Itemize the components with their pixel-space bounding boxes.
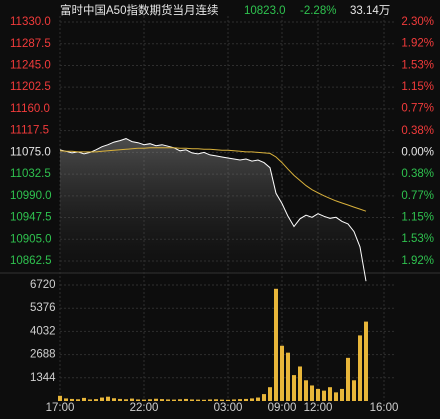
volume-bar	[64, 398, 68, 401]
volume-bar	[304, 380, 308, 401]
volume-bar	[220, 399, 224, 401]
y-tick-label: 11160.0	[10, 103, 50, 115]
volume-bar	[238, 399, 242, 401]
volume-bar	[268, 387, 272, 401]
volume-bar	[358, 335, 362, 401]
y2-tick-label: 0.00%	[401, 146, 434, 158]
volume-bar	[214, 399, 218, 401]
volume-bar	[58, 395, 62, 401]
y2-tick-label: 0.38%	[401, 125, 434, 137]
volume-bar	[100, 397, 104, 401]
volume-bar	[310, 385, 314, 401]
volume-bar	[178, 399, 182, 401]
y2-tick-label: 1.92%	[401, 255, 434, 267]
volume-bar	[226, 399, 230, 401]
volume-bar	[244, 398, 248, 401]
price-area	[60, 138, 366, 282]
volume-bar	[154, 398, 158, 401]
y2-tick-label: 0.77%	[401, 190, 434, 202]
volume-bar	[256, 397, 260, 401]
y-tick-label: 11330.0	[10, 16, 51, 28]
volume-bar	[364, 321, 368, 401]
volume-bar	[142, 399, 146, 401]
y2-tick-label: 1.92%	[401, 38, 434, 50]
y2-tick-label: 1.53%	[401, 60, 434, 72]
volume-bar	[208, 399, 212, 401]
volume-bar	[298, 366, 302, 401]
y2-tick-label: 0.38%	[401, 168, 434, 180]
volume-bar	[136, 399, 140, 401]
x-tick-label: 09:00	[268, 402, 297, 414]
change-pct: -2.28%	[300, 5, 336, 17]
volume-bar	[94, 399, 98, 401]
volume-bar	[286, 352, 290, 401]
y2-tick-label: 0.77%	[401, 103, 434, 115]
volume-bar	[340, 388, 344, 401]
volume-bar	[274, 288, 278, 401]
y-tick-label: 11075.0	[10, 146, 51, 158]
volume-tick-label: 1344	[30, 372, 56, 384]
volume-bar	[118, 398, 122, 401]
volume-tick-label: 6720	[30, 279, 56, 291]
series-line	[59, 147, 367, 212]
y2-tick-label: 1.53%	[401, 233, 434, 245]
y2-tick-label: 1.15%	[401, 81, 434, 93]
chart-title: 富时中国A50指数期货当月连续	[60, 3, 218, 17]
volume-bar	[166, 399, 170, 401]
volume-bar	[196, 399, 200, 401]
x-tick-label: 22:00	[130, 402, 159, 414]
volume-bar	[352, 380, 356, 401]
volume-bar	[292, 375, 296, 401]
y2-tick-label: 2.30%	[401, 16, 434, 28]
volume-bar	[202, 399, 206, 401]
volume-bar	[328, 387, 332, 401]
y-tick-label: 10947.5	[10, 212, 52, 224]
y-tick-label: 10862.5	[10, 255, 52, 267]
x-tick-label: 16:00	[370, 402, 399, 414]
volume-bar	[82, 397, 86, 401]
volume-bar	[232, 399, 236, 401]
volume-bar	[316, 388, 320, 401]
volume-bar	[148, 399, 152, 401]
y-tick-label: 10990.0	[10, 190, 52, 202]
volume-bar	[250, 398, 254, 401]
volume-tick-label: 2688	[30, 349, 56, 361]
volume-bar	[130, 398, 134, 401]
volume-bar	[190, 399, 194, 401]
x-tick-label: 03:00	[214, 402, 243, 414]
volume-bar	[172, 399, 176, 401]
volume-bar	[70, 398, 74, 401]
volume-bar	[112, 398, 116, 401]
volume-bar	[280, 345, 284, 401]
volume-bar	[334, 392, 338, 401]
volume-bar	[124, 399, 128, 401]
y-tick-label: 11245.0	[10, 59, 51, 71]
volume-bar	[88, 399, 92, 401]
y2-tick-label: 1.15%	[401, 211, 434, 223]
volume-bar	[160, 399, 164, 401]
y-tick-label: 11202.5	[10, 81, 51, 93]
x-tick-label: 12:00	[304, 402, 333, 414]
y-tick-label: 11117.5	[10, 125, 49, 137]
last-price: 10823.0	[244, 5, 286, 17]
volume-bar	[262, 394, 266, 401]
x-tick-label: 17:00	[46, 402, 75, 414]
volume-tick-label: 5376	[30, 302, 56, 314]
volume-bar	[322, 390, 326, 401]
y-tick-label: 10905.0	[10, 233, 52, 245]
volume-bar	[346, 357, 350, 401]
volume-tick-label: 4032	[30, 325, 56, 337]
volume-bar	[76, 399, 80, 401]
y-tick-label: 11032.5	[10, 168, 51, 180]
volume-bar	[184, 398, 188, 401]
y-tick-label: 11287.5	[10, 38, 51, 50]
volume-bar	[106, 396, 110, 401]
volume-total: 33.14万	[350, 5, 390, 17]
series-line	[59, 138, 367, 282]
